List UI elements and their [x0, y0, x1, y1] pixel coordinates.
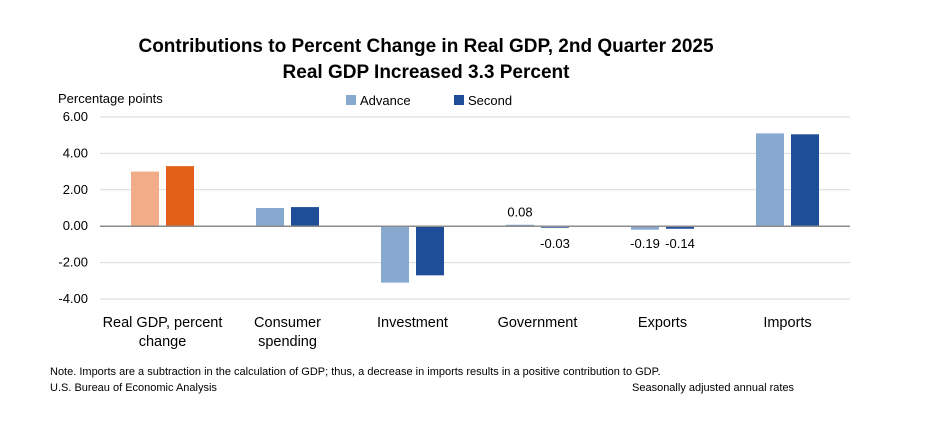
data-labels: 0.08 -0.03 -0.19 -0.14: [507, 205, 694, 251]
bar-second-5: [791, 134, 819, 227]
y-axis-ticks: 6.00 4.00 2.00 0.00 -2.00 -4.00: [58, 109, 88, 306]
bar-second-1: [291, 207, 319, 227]
chart-title: Contributions to Percent Change in Real …: [138, 36, 713, 57]
legend-label-second: Second: [468, 93, 512, 108]
y-axis-label: Percentage points: [58, 91, 163, 106]
bar-advance-5: [756, 133, 784, 227]
bar-advance-4: [631, 226, 659, 230]
legend: Advance Second: [346, 93, 512, 108]
legend-label-advance: Advance: [360, 93, 411, 108]
category-label: Investment: [377, 315, 448, 331]
y-tick-label: -2.00: [58, 255, 88, 270]
category-labels: Real GDP, percent change Consumer spending I…: [103, 315, 812, 350]
y-tick-label: 6.00: [63, 109, 88, 124]
source-label: U.S. Bureau of Economic Analysis: [50, 382, 217, 394]
bar-second-4: [666, 226, 694, 229]
data-label-second-4: -0.14: [665, 236, 695, 251]
bar-advance-1: [256, 208, 284, 227]
footnote: Note. Imports are a subtraction in the c…: [50, 366, 661, 378]
gridlines: [100, 116, 850, 300]
bar-advance-2: [381, 226, 409, 283]
category-label: Imports: [763, 315, 811, 331]
y-tick-label: -4.00: [58, 291, 88, 306]
bars: [131, 133, 819, 283]
bar-advance-0: [131, 171, 159, 227]
legend-swatch-advance: [346, 95, 356, 105]
y-tick-label: 4.00: [63, 145, 88, 160]
category-label: change: [139, 334, 187, 350]
bar-second-2: [416, 226, 444, 276]
category-label: Real GDP, percent: [103, 315, 223, 331]
rates-label: Seasonally adjusted annual rates: [632, 382, 795, 394]
data-label-second-3: -0.03: [540, 236, 570, 251]
category-label: Government: [498, 315, 578, 331]
category-label: Consumer: [254, 315, 321, 331]
y-tick-label: 0.00: [63, 218, 88, 233]
chart-subtitle: Real GDP Increased 3.3 Percent: [283, 62, 571, 83]
data-label-advance-4: -0.19: [630, 236, 660, 251]
legend-swatch-second: [454, 95, 464, 105]
data-label-advance-3: 0.08: [507, 205, 532, 220]
bar-second-0: [166, 166, 194, 227]
category-label: spending: [258, 334, 317, 350]
category-label: Exports: [638, 315, 687, 331]
y-tick-label: 2.00: [63, 182, 88, 197]
